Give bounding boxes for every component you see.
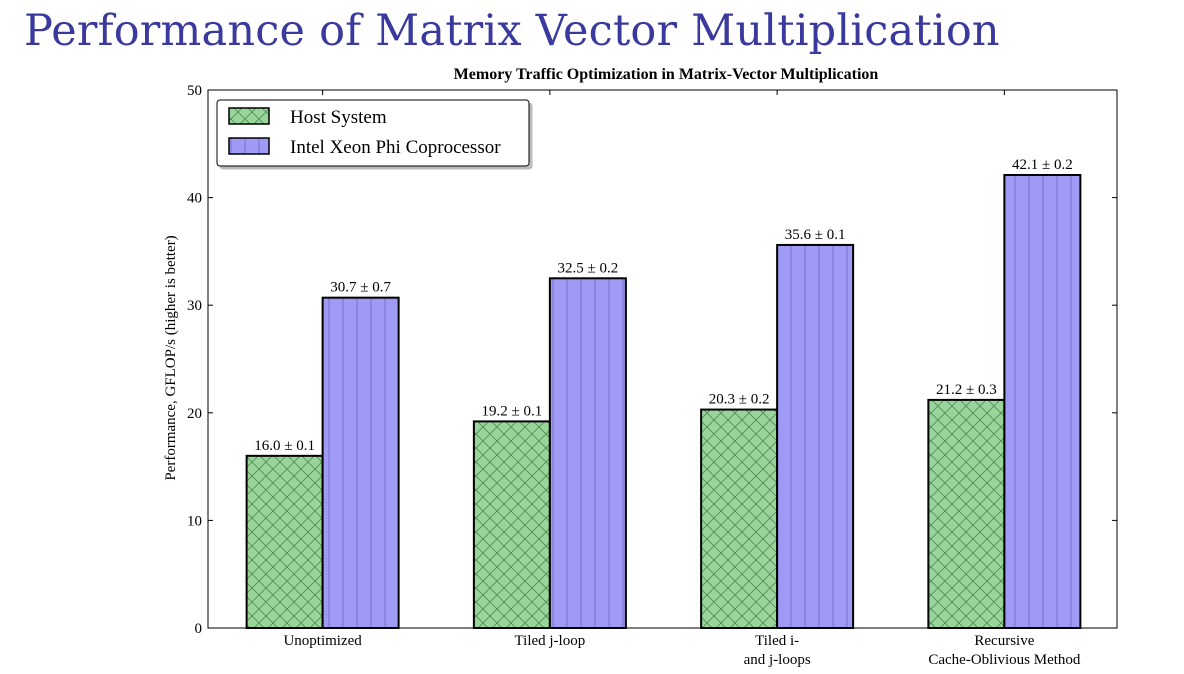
bar-value-label: 20.3 ± 0.2 — [709, 392, 770, 408]
legend-box — [216, 99, 530, 167]
legend: Host System Intel Xeon Phi Coprocessor — [216, 99, 530, 167]
bar-value-label: 35.6 ± 0.1 — [785, 227, 846, 243]
bar-phi-0 — [321, 296, 400, 629]
legend-label-host: Host System — [290, 107, 387, 128]
x-tick-label: Tiled i- — [755, 633, 799, 649]
y-tick-label: 0 — [195, 621, 203, 637]
y-axis-ticks: 0 10 20 30 40 50 — [187, 83, 1117, 637]
bar-host-0 — [245, 454, 324, 629]
bars-group — [245, 174, 1082, 629]
y-tick-label: 20 — [187, 406, 202, 422]
bar-value-label: 21.2 ± 0.3 — [936, 382, 997, 398]
chart-title: Memory Traffic Optimization in Matrix-Ve… — [454, 66, 879, 83]
bar-value-label: 30.7 ± 0.7 — [330, 280, 391, 296]
bar-phi-1 — [548, 277, 627, 629]
y-axis-label: Performance, GFLOP/s (higher is better) — [163, 235, 179, 480]
bar-value-label: 32.5 ± 0.2 — [558, 260, 619, 276]
plot-frame — [207, 89, 1118, 629]
bar-host-1 — [472, 420, 551, 629]
bar-value-label: 16.0 ± 0.1 — [254, 438, 315, 454]
x-tick-label: and j-loops — [744, 652, 811, 668]
bar-host-2 — [700, 408, 779, 629]
legend-swatch-phi — [228, 137, 270, 155]
x-tick-label: Unoptimized — [283, 633, 362, 649]
bar-phi-3 — [1003, 174, 1082, 629]
bar-host-3 — [927, 398, 1006, 629]
y-tick-label: 10 — [187, 513, 202, 529]
y-tick-label: 30 — [187, 298, 202, 314]
x-tick-label: Recursive — [974, 633, 1034, 649]
bar-value-label: 42.1 ± 0.2 — [1012, 157, 1073, 173]
legend-swatch-host — [228, 107, 270, 125]
bar-value-label: 19.2 ± 0.1 — [482, 403, 543, 419]
bar-value-labels: 16.0 ± 0.1 30.7 ± 0.7 19.2 ± 0.1 32.5 ± 0.2… — [254, 157, 1072, 454]
x-tick-label: Cache-Oblivious Method — [928, 652, 1081, 668]
y-tick-label: 40 — [187, 191, 202, 207]
y-tick-label: 50 — [187, 83, 202, 99]
legend-label-phi: Intel Xeon Phi Coprocessor — [290, 137, 501, 158]
x-axis-ticks: Unoptimized Tiled j-loop Tiled i-and j-loo… — [283, 90, 1081, 668]
slide-title: Performance of Matrix Vector Multiplicat… — [24, 6, 1000, 56]
bar-phi-2 — [776, 243, 855, 629]
x-tick-label: Tiled j-loop — [515, 633, 586, 649]
